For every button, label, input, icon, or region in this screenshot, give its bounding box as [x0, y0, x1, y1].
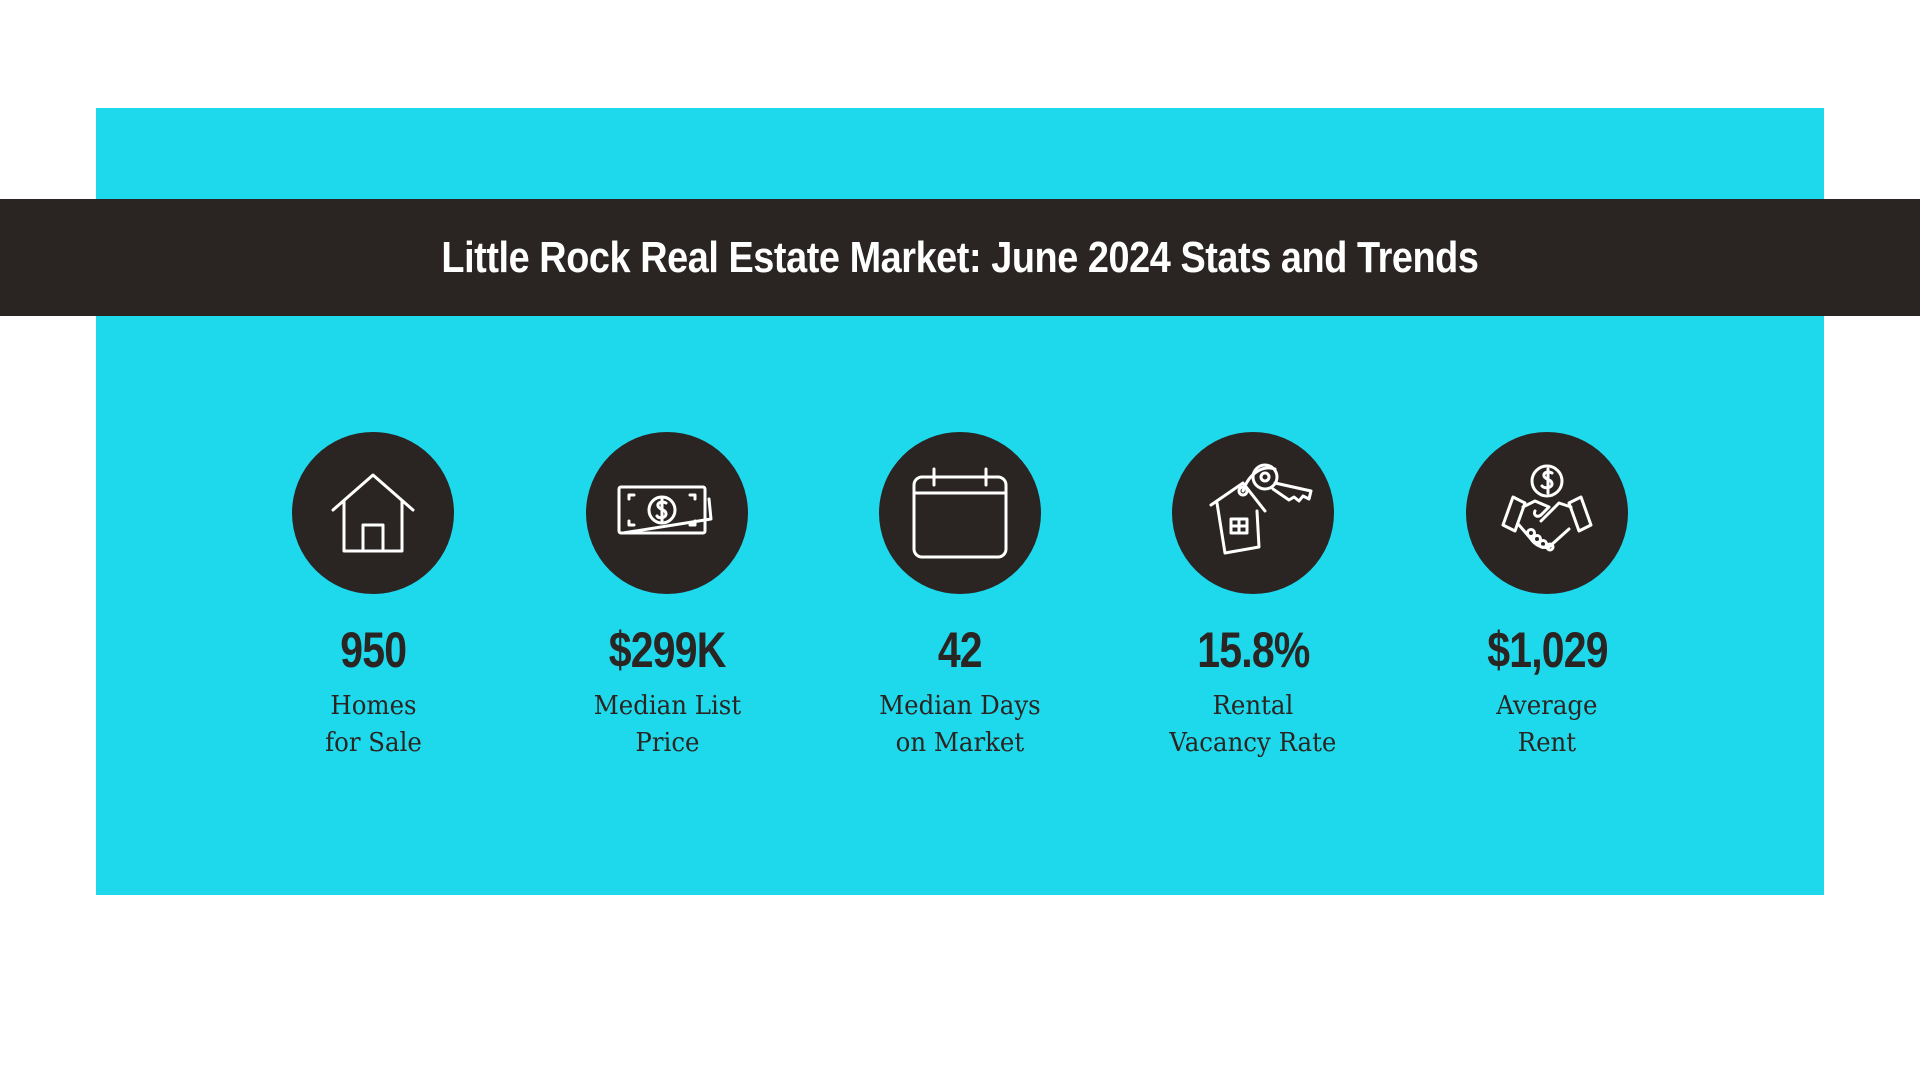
stat-value: 15.8% — [1196, 622, 1310, 678]
stat-value: 950 — [340, 622, 407, 678]
calendar-icon — [912, 467, 1008, 559]
stat-average-rent: $1,029 Average Rent — [1397, 432, 1697, 762]
stat-value: 42 — [938, 622, 983, 678]
stat-label-line: Rent — [1517, 728, 1577, 758]
house-key-icon — [1209, 463, 1313, 555]
stat-label: Average Rent — [1496, 688, 1597, 762]
stat-icon-circle — [1466, 432, 1628, 594]
stat-label-line: Rental — [1212, 691, 1294, 721]
stat-median-days-on-market: 42 Median Days on Market — [810, 432, 1110, 762]
stat-label-line: Price — [634, 728, 700, 758]
stat-label-line: Homes — [329, 691, 417, 721]
stat-rental-vacancy-rate: 15.8% Rental Vacancy Rate — [1103, 432, 1403, 762]
money-bill-icon — [617, 485, 713, 535]
stat-icon-circle — [586, 432, 748, 594]
stat-icon-circle — [292, 432, 454, 594]
stat-label-line: Median Days — [879, 691, 1041, 721]
stat-label: Homes for Sale — [325, 688, 422, 762]
stat-icon-circle — [879, 432, 1041, 594]
stat-label-line: for Sale — [324, 728, 422, 758]
stat-label-line: Average — [1496, 691, 1598, 721]
handshake-dollar-icon — [1501, 464, 1593, 552]
title-banner: Little Rock Real Estate Market: June 202… — [0, 199, 1920, 316]
stat-homes-for-sale: 950 Homes for Sale — [223, 432, 523, 762]
stat-icon-circle — [1172, 432, 1334, 594]
stat-label-line: Vacancy Rate — [1169, 728, 1337, 758]
stat-median-list-price: $299K Median List Price — [517, 432, 817, 762]
page-title: Little Rock Real Estate Market: June 202… — [441, 232, 1479, 282]
stat-label-line: Median List — [593, 691, 741, 721]
stat-value: $1,029 — [1486, 622, 1608, 678]
stat-label: Median Days on Market — [879, 688, 1041, 762]
house-icon — [331, 473, 415, 553]
stat-label: Median List Price — [593, 688, 740, 762]
stat-label-line: on Market — [895, 728, 1025, 758]
stat-value: $299K — [608, 622, 727, 678]
stat-label: Rental Vacancy Rate — [1169, 688, 1336, 762]
